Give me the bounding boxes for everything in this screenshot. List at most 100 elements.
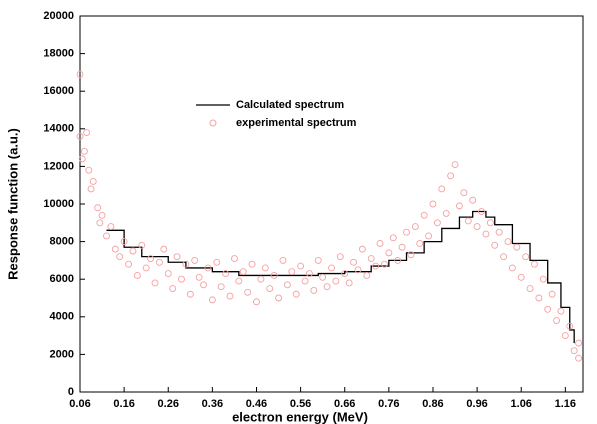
- spectrum-line: [106, 210, 575, 344]
- data-point: [248, 260, 256, 268]
- data-point: [495, 228, 503, 236]
- plot-frame: [79, 15, 584, 393]
- data-point: [451, 161, 459, 168]
- data-point: [297, 262, 305, 270]
- data-point: [478, 208, 485, 215]
- data-point: [350, 258, 358, 266]
- x-tick-label: 0.46: [246, 398, 267, 410]
- data-point: [358, 245, 366, 253]
- data-point: [438, 185, 446, 193]
- x-tick-label: 0.86: [422, 398, 443, 410]
- data-point: [398, 243, 406, 251]
- data-point: [253, 298, 260, 306]
- data-point: [570, 347, 578, 355]
- data-point: [486, 219, 494, 227]
- data-point: [429, 200, 437, 208]
- data-point: [504, 238, 512, 246]
- data-point: [403, 228, 410, 236]
- data-point: [336, 253, 344, 261]
- data-point: [407, 251, 415, 259]
- data-point: [270, 271, 278, 279]
- data-point: [87, 185, 95, 193]
- y-tick-label: 20000: [43, 10, 74, 22]
- x-tick-label: 0.76: [378, 398, 399, 410]
- data-point: [235, 277, 243, 285]
- y-tick-label: 10000: [43, 198, 74, 210]
- data-point: [508, 264, 516, 272]
- y-tick-label: 4000: [50, 311, 74, 323]
- data-point: [319, 273, 327, 281]
- data-point: [433, 219, 441, 227]
- data-point: [204, 264, 212, 272]
- x-tick-label: 1.06: [511, 398, 532, 410]
- data-point: [557, 307, 565, 315]
- data-point: [129, 247, 137, 255]
- data-point: [111, 245, 119, 253]
- data-point: [416, 240, 424, 247]
- data-point: [526, 285, 534, 293]
- data-point: [173, 253, 181, 261]
- x-tick-label: 0.26: [158, 398, 179, 410]
- data-point: [548, 290, 556, 298]
- y-tick-label: 6000: [50, 273, 74, 285]
- x-tick-label: 0.66: [334, 398, 355, 410]
- data-point: [275, 294, 283, 302]
- data-point: [531, 260, 538, 268]
- data-point: [367, 255, 375, 262]
- data-point: [420, 211, 428, 219]
- data-point: [151, 279, 159, 287]
- data-point: [363, 271, 371, 279]
- data-point: [380, 260, 388, 268]
- y-tick-label: 18000: [43, 48, 74, 60]
- data-point: [89, 177, 97, 185]
- data-point: [266, 285, 274, 293]
- data-point: [513, 243, 521, 251]
- data-point: [389, 234, 397, 242]
- data-point: [257, 275, 265, 283]
- data-point: [500, 253, 508, 261]
- data-point: [283, 281, 291, 289]
- data-point: [222, 270, 230, 278]
- data-point: [460, 189, 468, 197]
- data-point: [482, 230, 490, 238]
- y-tick-label: 14000: [43, 123, 74, 135]
- data-point: [535, 294, 543, 302]
- data-point: [80, 147, 88, 155]
- data-point: [125, 260, 132, 268]
- y-tick-label: 16000: [43, 85, 74, 97]
- data-point: [575, 354, 583, 362]
- data-point: [213, 258, 221, 266]
- data-point: [385, 249, 393, 257]
- data-point: [310, 287, 318, 294]
- data-point: [345, 279, 353, 287]
- data-point: [182, 260, 190, 268]
- data-point: [230, 255, 238, 262]
- data-point: [191, 256, 199, 264]
- data-point: [208, 296, 216, 304]
- data-point: [186, 290, 194, 298]
- data-point: [244, 288, 252, 296]
- data-point: [376, 240, 384, 247]
- data-point: [354, 266, 362, 274]
- data-point: [116, 253, 124, 261]
- data-point: [217, 283, 225, 291]
- data-point: [76, 132, 84, 140]
- data-point: [323, 283, 331, 291]
- legend-label: experimental spectrum: [236, 117, 357, 129]
- data-point: [178, 275, 185, 283]
- data-point: [160, 245, 168, 253]
- data-point: [447, 172, 455, 180]
- data-point: [469, 196, 477, 204]
- data-point: [464, 217, 472, 225]
- data-point: [544, 305, 552, 313]
- y-tick-label: 2000: [50, 348, 74, 360]
- data-point: [96, 219, 104, 227]
- x-tick-label: 0.36: [202, 398, 223, 410]
- data-point: [522, 253, 530, 261]
- data-point: [292, 290, 300, 298]
- data-point: [133, 271, 141, 279]
- data-point: [147, 255, 155, 262]
- data-point: [261, 264, 269, 272]
- data-point: [155, 258, 163, 266]
- x-axis-label: electron energy (MeV): [232, 409, 368, 424]
